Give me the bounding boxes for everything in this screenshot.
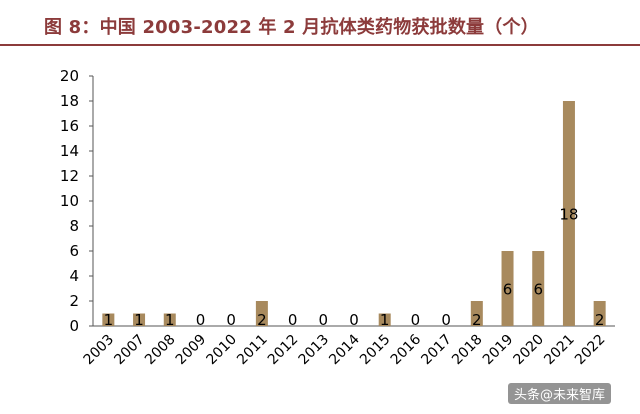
bar-2011: [255, 301, 268, 326]
x-tick-label-2014: 2014: [326, 331, 363, 368]
bar-2019: [501, 251, 514, 326]
data-label-2016: 0: [411, 311, 421, 329]
data-label-2003: 1: [104, 311, 114, 329]
data-label-2012: 0: [288, 311, 298, 329]
x-tick-label-2017: 2017: [418, 332, 455, 369]
data-label-2022: 2: [595, 311, 605, 329]
bar-2008: [163, 313, 176, 326]
y-tick-label: 18: [60, 92, 79, 110]
x-tick-label-2019: 2019: [480, 332, 517, 369]
x-tick-label-2009: 2009: [173, 332, 210, 369]
data-label-2014: 0: [349, 311, 359, 329]
data-label-2021: 18: [559, 206, 578, 224]
x-tick-label-2008: 2008: [142, 332, 179, 369]
y-tick-label: 0: [69, 317, 79, 335]
bar-2020: [532, 251, 545, 326]
data-label-2011: 2: [257, 311, 267, 329]
data-label-2008: 1: [165, 311, 175, 329]
y-tick-label: 8: [69, 217, 79, 235]
y-tick-label: 16: [60, 117, 79, 135]
bar-2007: [133, 313, 146, 326]
data-label-2013: 0: [319, 311, 329, 329]
y-tick-label: 6: [69, 242, 79, 260]
figure-title: 图 8：中国 2003-2022 年 2 月抗体类药物获批数量（个）: [44, 17, 539, 38]
data-label-2019: 6: [503, 281, 513, 299]
x-tick-label-2003: 2003: [81, 332, 118, 369]
data-label-2015: 1: [380, 311, 390, 329]
x-tick-label-2013: 2013: [296, 332, 333, 369]
watermark: 头条@未来智库: [508, 383, 612, 404]
bar-2015: [378, 313, 391, 326]
data-label-2020: 6: [533, 281, 543, 299]
x-tick-label-2015: 2015: [357, 332, 394, 369]
data-label-2009: 0: [196, 311, 206, 329]
x-tick-label-2018: 2018: [449, 332, 486, 369]
x-tick-label-2016: 2016: [388, 331, 425, 368]
y-tick-label: 14: [60, 142, 79, 160]
bar-2021: [562, 101, 575, 326]
y-tick-label: 12: [60, 167, 79, 185]
x-tick-label-2022: 2022: [572, 332, 609, 369]
x-tick-label-2007: 2007: [111, 332, 148, 369]
bar-2022: [593, 301, 606, 326]
x-tick-label-2011: 2011: [234, 332, 271, 369]
x-tick-label-2012: 2012: [265, 332, 302, 369]
bar-2018: [470, 301, 483, 326]
y-tick-label: 20: [60, 67, 79, 85]
bar-2003: [102, 313, 115, 326]
data-label-2018: 2: [472, 311, 482, 329]
figure-title-bar: 图 8：中国 2003-2022 年 2 月抗体类药物获批数量（个）: [0, 0, 640, 46]
x-tick-label-2010: 2010: [203, 332, 240, 369]
y-tick-label: 2: [69, 292, 79, 310]
x-tick-label-2021: 2021: [541, 332, 578, 369]
y-tick-label: 10: [60, 192, 79, 210]
x-tick-label-2020: 2020: [511, 332, 548, 369]
data-label-2017: 0: [441, 311, 451, 329]
data-label-2010: 0: [226, 311, 236, 329]
y-tick-label: 4: [69, 267, 79, 285]
data-label-2007: 1: [134, 311, 144, 329]
